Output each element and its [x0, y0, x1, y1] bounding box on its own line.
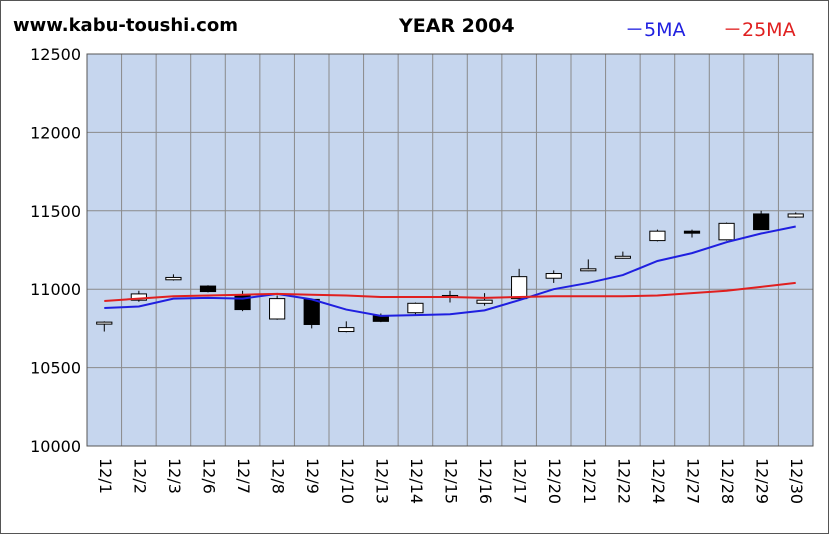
candle-body	[580, 268, 597, 272]
x-tick-label: 12/16	[476, 458, 495, 504]
ma-line-5ma	[104, 225, 796, 317]
x-tick-label: 12/22	[614, 458, 633, 504]
ma-line-25ma	[104, 281, 796, 302]
candle-body	[787, 213, 804, 218]
x-tick-label: 12/7	[234, 458, 253, 494]
x-tick-label: 12/27	[684, 458, 703, 504]
x-tick-label: 12/20	[545, 458, 564, 504]
candle-body	[407, 302, 424, 314]
x-tick-label: 12/6	[200, 458, 219, 494]
legend-5ma: －5MA	[625, 19, 686, 41]
candle-body	[338, 327, 355, 333]
x-tick-label: 12/28	[718, 458, 737, 504]
x-tick-label: 12/13	[372, 458, 391, 504]
x-tick-label: 12/2	[130, 458, 149, 494]
candle-body	[199, 285, 217, 293]
site-url: www.kabu-toushi.com	[13, 15, 238, 36]
candle-body	[269, 298, 286, 320]
x-tick-label: 12/17	[511, 458, 530, 504]
x-tick-label: 12/3	[165, 458, 184, 494]
plot-area	[86, 53, 814, 447]
candle-body	[165, 276, 182, 281]
candle-body	[614, 255, 631, 259]
x-tick-label: 12/9	[303, 458, 322, 494]
x-tick-label: 12/15	[442, 458, 461, 504]
candle-body	[303, 298, 320, 325]
candle-body	[718, 222, 735, 241]
y-tick-label: 11000	[30, 280, 81, 299]
candle-body	[96, 321, 113, 325]
x-tick-label: 12/30	[787, 458, 806, 504]
x-tick-label: 12/21	[580, 458, 599, 504]
x-tick-label: 12/10	[338, 458, 357, 504]
candle-body	[130, 293, 147, 301]
x-tick-label: 12/8	[269, 458, 288, 494]
candle-body	[683, 230, 701, 234]
y-tick-label: 12000	[30, 123, 81, 142]
legend-25ma: －25MA	[723, 19, 796, 41]
x-tick-label: 12/1	[96, 458, 115, 494]
x-tick-label: 12/14	[407, 458, 426, 504]
candle-body	[476, 299, 493, 304]
x-tick-label: 12/24	[649, 458, 668, 504]
x-tick-label: 12/29	[753, 458, 772, 504]
plot-border	[86, 53, 814, 447]
chart-title: YEAR 2004	[399, 15, 515, 37]
y-tick-label: 12500	[30, 45, 81, 64]
y-tick-label: 10500	[30, 359, 81, 378]
y-tick-label: 11500	[30, 202, 81, 221]
y-tick-label: 10000	[30, 437, 81, 456]
candle-body	[511, 276, 528, 300]
candle-body	[649, 230, 666, 242]
candle-body	[753, 213, 770, 231]
candle-body	[545, 273, 562, 279]
